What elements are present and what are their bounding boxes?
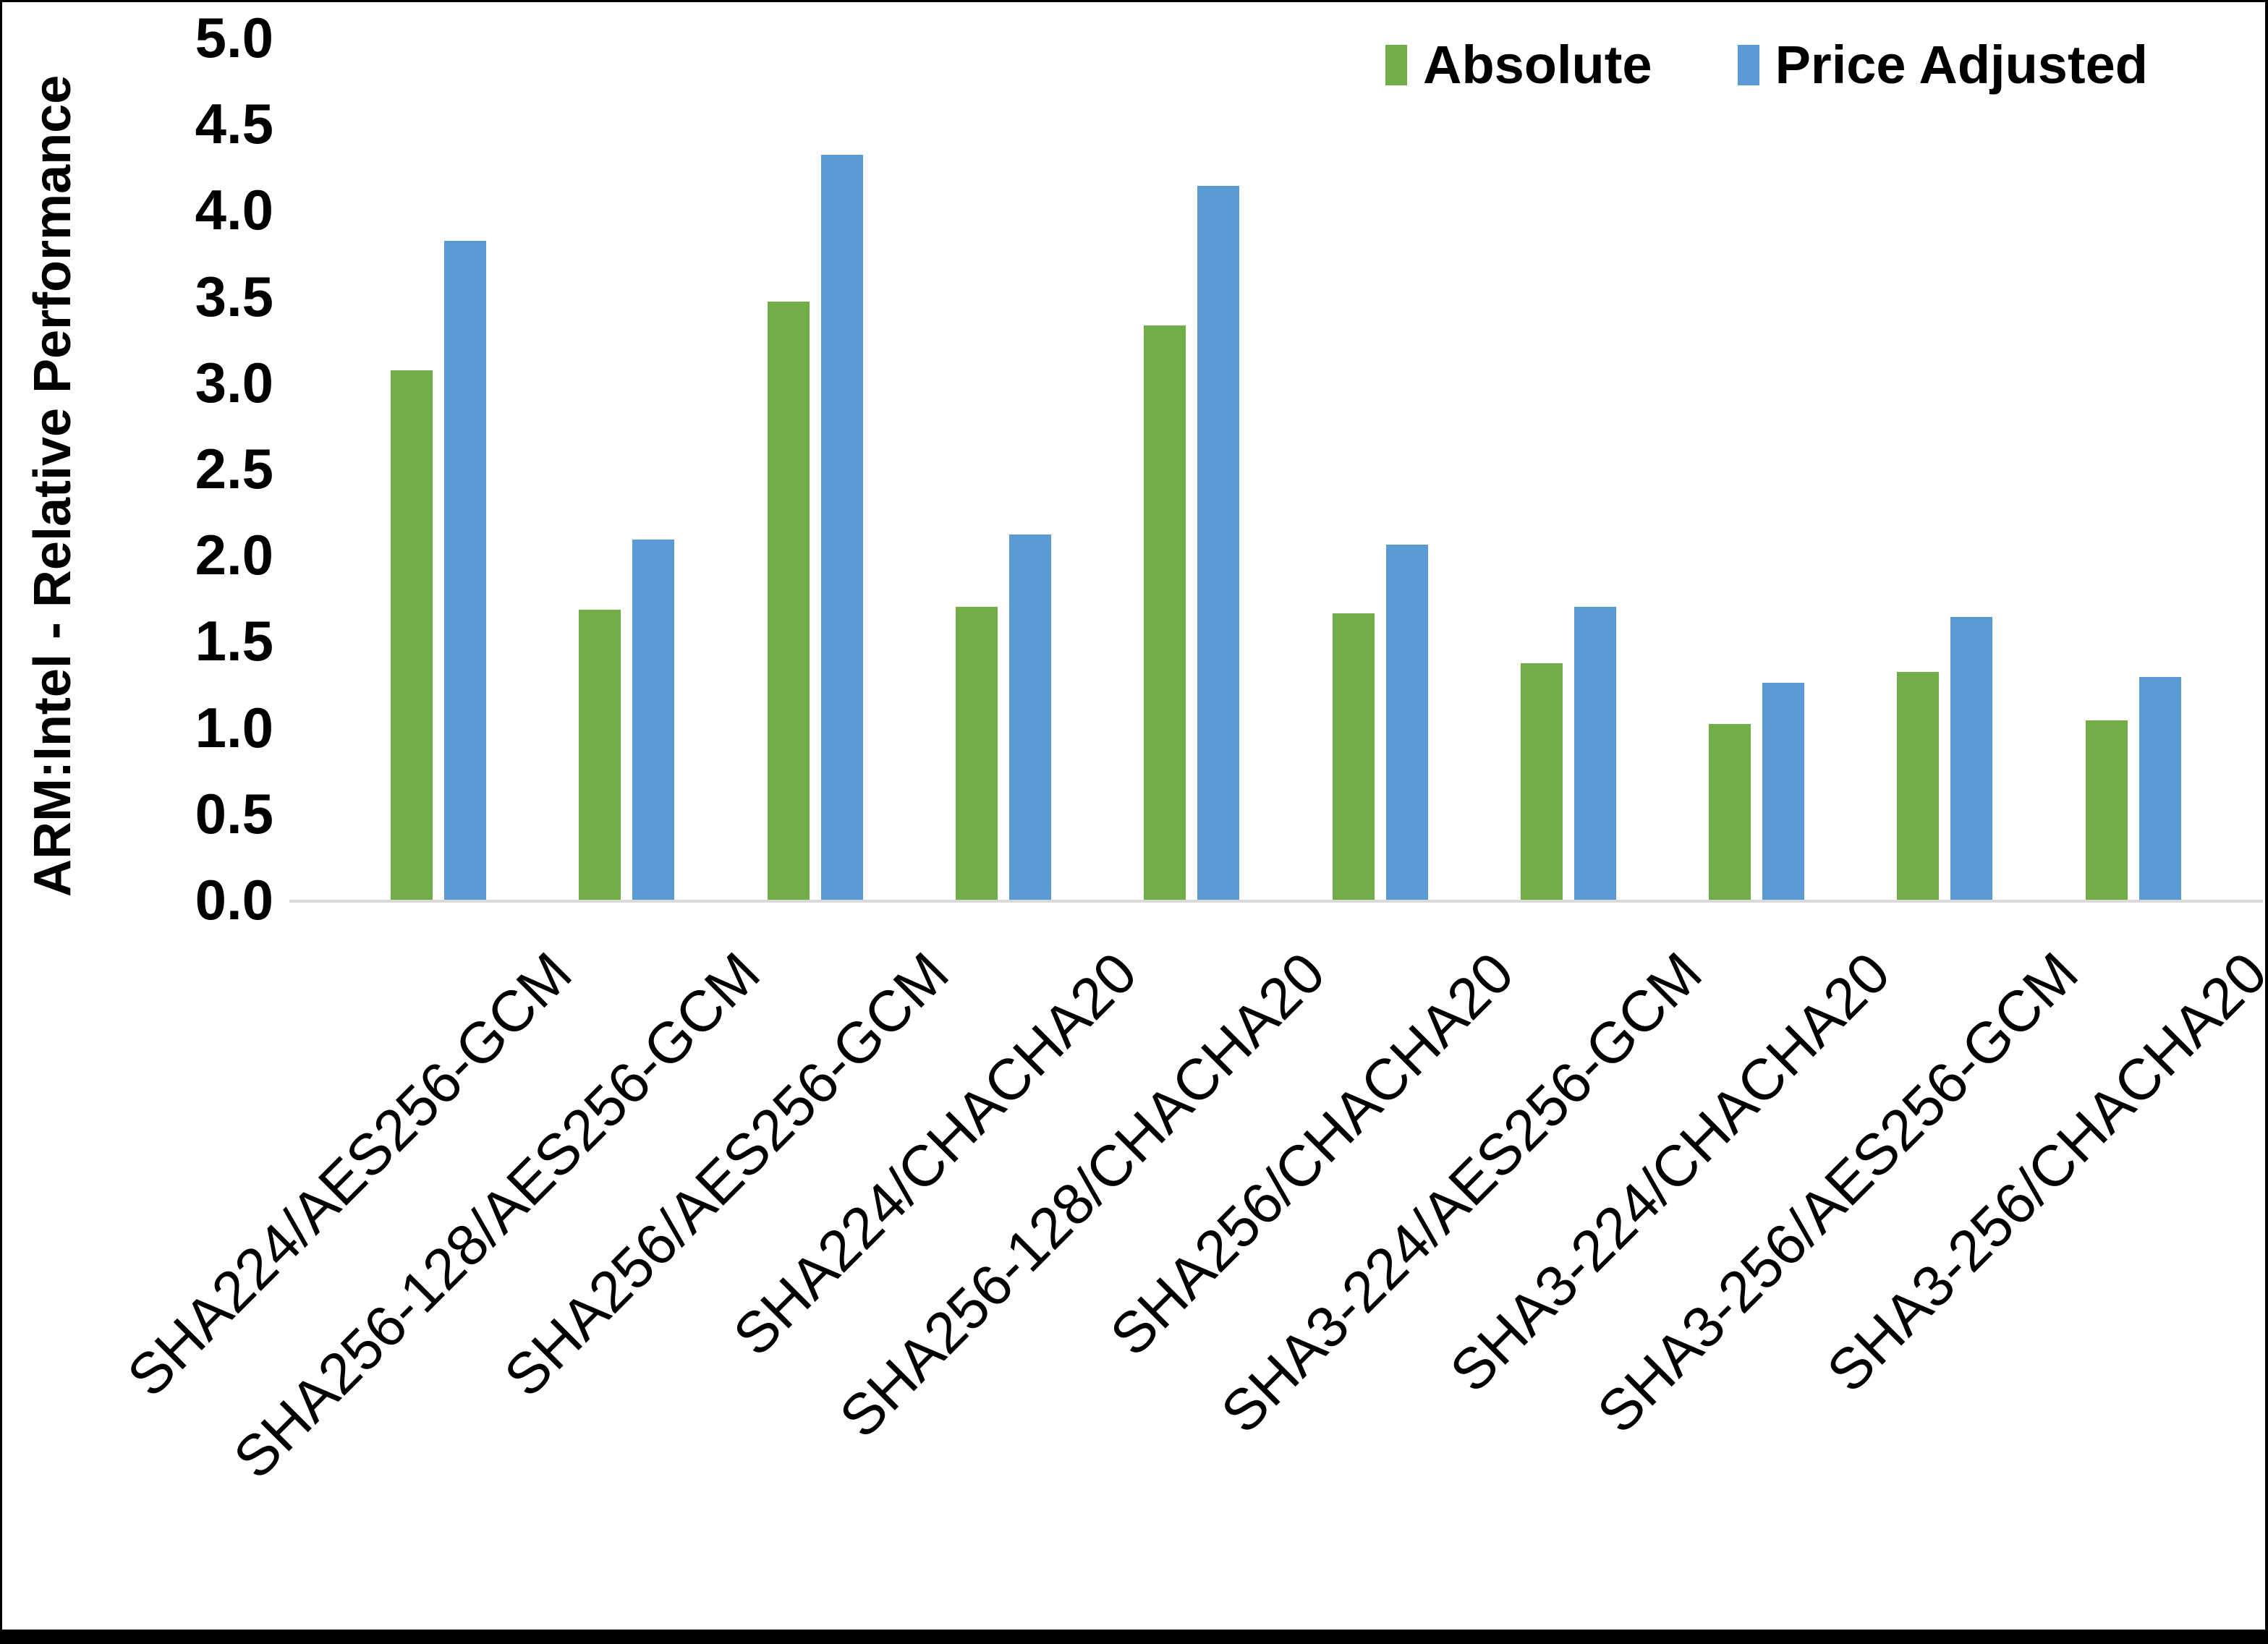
figure-bottom-bar (0, 1630, 2268, 1644)
bar-absolute-SHA256-128/CHACHA20 (1144, 325, 1186, 900)
x-axis-line (289, 900, 2263, 903)
legend-item-absolute: Absolute (1385, 36, 1652, 94)
bar-absolute-SHA3-224/CHACHA20 (1709, 724, 1751, 900)
legend: Absolute Price Adjusted (1385, 36, 2148, 94)
bar-absolute-SHA3-224/AES256-GCM (1521, 663, 1563, 900)
bar-price-adjusted-SHA224/CHACHA20 (1009, 534, 1051, 900)
bar-price-adjusted-SHA224/AES256-GCM (444, 241, 486, 900)
bar-absolute-SHA224/CHACHA20 (956, 607, 998, 900)
bar-price-adjusted-SHA3-224/AES256-GCM (1574, 607, 1616, 900)
bar-price-adjusted-SHA256/AES256-GCM (821, 155, 863, 900)
bar-absolute-SHA3-256/AES256-GCM (1897, 672, 1939, 900)
bar-absolute-SHA256-128/AES256-GCM (579, 610, 621, 900)
y-tick-label-4.0: 4.0 (195, 178, 273, 242)
y-tick-label-3.5: 3.5 (195, 265, 273, 328)
legend-swatch-icon (1385, 45, 1407, 85)
y-tick-label-0.5: 0.5 (195, 782, 273, 846)
bar-price-adjusted-SHA3-256/AES256-GCM (1950, 617, 1992, 900)
legend-swatch-icon (1737, 45, 1759, 85)
bar-absolute-SHA3-256/CHACHA20 (2086, 720, 2128, 900)
bar-absolute-SHA224/AES256-GCM (391, 370, 433, 900)
bar-price-adjusted-SHA3-256/CHACHA20 (2139, 677, 2181, 900)
bar-price-adjusted-SHA256-128/AES256-GCM (632, 540, 674, 900)
legend-label: Absolute (1423, 35, 1652, 95)
y-tick-label-5.0: 5.0 (195, 6, 273, 69)
y-tick-label-1.0: 1.0 (195, 696, 273, 759)
bar-price-adjusted-SHA256-128/CHACHA20 (1197, 186, 1239, 900)
y-tick-label-2.5: 2.5 (195, 437, 273, 501)
legend-label: Price Adjusted (1775, 35, 2148, 95)
bar-absolute-SHA256/AES256-GCM (768, 302, 810, 900)
bar-price-adjusted-SHA256/CHACHA20 (1386, 545, 1428, 900)
bar-absolute-SHA256/CHACHA20 (1333, 613, 1375, 900)
y-tick-label-1.5: 1.5 (195, 609, 273, 673)
y-tick-label-4.5: 4.5 (195, 92, 273, 156)
legend-item-price-adjusted: Price Adjusted (1737, 35, 2148, 95)
y-tick-label-2.0: 2.0 (195, 523, 273, 587)
y-tick-label-3.0: 3.0 (195, 351, 273, 414)
y-tick-label-0.0: 0.0 (195, 868, 273, 932)
bar-price-adjusted-SHA3-224/CHACHA20 (1762, 683, 1804, 900)
